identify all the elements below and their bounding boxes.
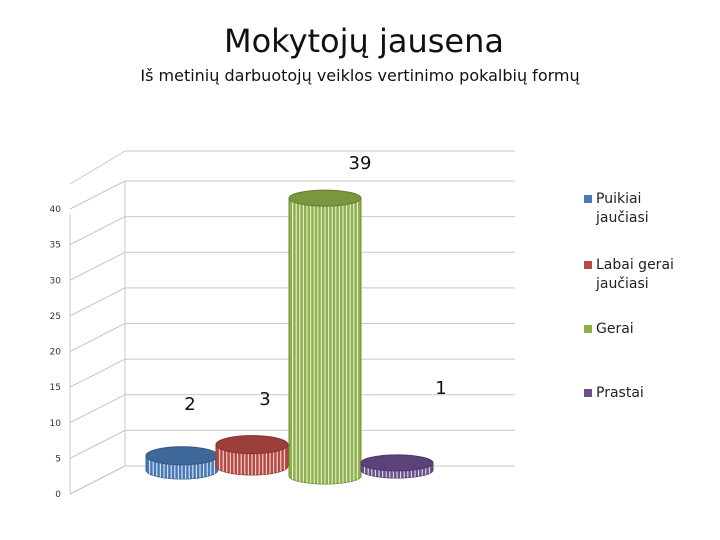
- floor-edge: [69, 465, 126, 495]
- legend-label: Puikiai jaučiasi: [596, 191, 649, 226]
- legend-item-gerai: Gerai: [584, 320, 686, 339]
- legend-label: Labai gerai jaučiasi: [596, 257, 674, 292]
- legend-label: Gerai: [596, 321, 634, 337]
- gridline-side: [69, 216, 126, 246]
- legend-swatch: [584, 195, 592, 203]
- gridline-side: [69, 429, 126, 459]
- gridline-side: [69, 251, 126, 281]
- gridline-side: [69, 323, 126, 352]
- wall-top-side: [69, 150, 126, 185]
- gridline-side: [69, 180, 126, 210]
- gridline-side: [69, 358, 126, 388]
- y-tick-label: 25: [50, 312, 61, 322]
- y-tick-label: 40: [50, 205, 62, 215]
- y-tick-label: 30: [50, 276, 62, 286]
- bar-top: [360, 454, 434, 472]
- y-tick-label: 20: [50, 348, 62, 358]
- chart-subtitle: Iš metinių darbuotojų veiklos vertinimo …: [140, 66, 580, 85]
- y-tick-label: 15: [50, 383, 61, 393]
- y-tick-label: 0: [55, 490, 61, 500]
- legend-swatch: [584, 389, 592, 397]
- y-tick-label: 5: [55, 454, 61, 464]
- data-label: 1: [435, 378, 446, 399]
- legend-item-puikiai: Puikiai jaučiasi: [584, 190, 686, 228]
- data-label: 2: [184, 394, 195, 415]
- legend-item-prastai: Prastai: [584, 384, 686, 403]
- gridline-side: [69, 394, 126, 424]
- bar-top: [145, 446, 219, 466]
- y-tick-label: 10: [50, 419, 62, 429]
- bar-4: [360, 454, 434, 479]
- chart-title: Mokytojų jausena: [223, 22, 504, 60]
- bar-3: [288, 189, 362, 485]
- legend-item-labai-gerai: Labai gerai jaučiasi: [584, 256, 686, 294]
- bar-top: [288, 189, 362, 207]
- bar-top: [215, 435, 289, 455]
- labels-layer: 2 3 39 1: [184, 153, 446, 415]
- bars-layer: [145, 189, 434, 485]
- legend-swatch: [584, 325, 592, 333]
- bar-2: [215, 435, 289, 476]
- legend-label: Prastai: [596, 385, 644, 401]
- legend-swatch: [584, 261, 592, 269]
- data-label: 3: [259, 389, 270, 410]
- data-label: 39: [349, 153, 372, 174]
- gridline-side: [69, 287, 126, 317]
- bar-1: [145, 446, 219, 480]
- y-tick-label: 35: [50, 241, 61, 251]
